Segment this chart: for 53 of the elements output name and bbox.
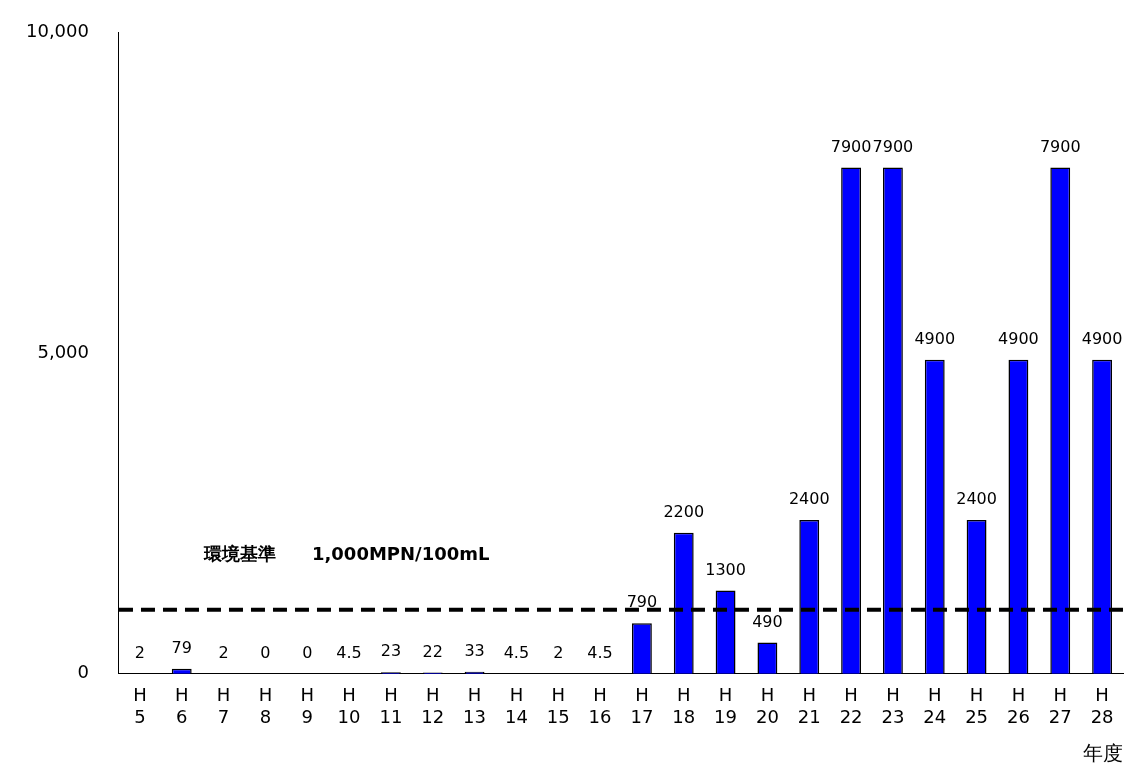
data-label: 4900: [1081, 328, 1123, 348]
data-label: 2200: [663, 501, 705, 521]
x-tick-label: H 9: [300, 684, 315, 727]
x-tick-label: H 19: [714, 684, 738, 727]
x-tick-label: H 28: [1090, 684, 1114, 727]
x-tick-label: H 27: [1048, 684, 1072, 727]
x-tick-label: H 8: [258, 684, 273, 727]
x-tick-label: H 11: [379, 684, 403, 727]
data-label: 7900: [1039, 136, 1081, 156]
x-tick-label: H 6: [174, 684, 189, 727]
data-label: 79: [171, 637, 192, 657]
data-label: 2: [553, 642, 564, 662]
data-label: 4900: [998, 328, 1039, 348]
x-tick-label: H 22: [839, 684, 863, 727]
x-tick-label: H 10: [337, 684, 361, 727]
data-label: 4900: [914, 328, 956, 348]
x-tick-label: H 17: [630, 684, 654, 727]
x-tick-label: H 26: [1006, 684, 1030, 727]
x-tick-label: H 7: [216, 684, 231, 727]
data-label: 790: [626, 592, 658, 612]
x-tick-label: H 24: [923, 684, 947, 727]
y-tick-label: 0: [77, 661, 89, 683]
x-tick-label: H 15: [546, 684, 570, 727]
x-tick-label: H 25: [965, 684, 989, 727]
data-label: 0: [260, 642, 271, 662]
data-label: 2: [134, 642, 145, 662]
data-label: 490: [752, 611, 783, 631]
x-tick-label: H 23: [881, 684, 905, 727]
data-label: 4.5: [587, 642, 613, 662]
data-label: 4.5: [336, 642, 362, 662]
y-tick-label: 10,000: [26, 20, 89, 42]
x-tick-label: H 5: [133, 684, 147, 727]
data-label: 4.5: [503, 642, 530, 662]
data-label: 2400: [956, 489, 997, 509]
x-tick-label: H 21: [797, 684, 821, 727]
x-tick-label: H 18: [672, 684, 696, 727]
data-label: 22: [422, 641, 443, 661]
y-tick-label: 5,000: [37, 340, 89, 362]
x-tick-label: H 16: [588, 684, 612, 727]
data-label: 0: [302, 642, 313, 662]
x-tick-label: H 13: [463, 684, 487, 727]
x-tick-label: H 20: [755, 684, 779, 727]
data-label: 23: [380, 641, 402, 661]
data-label: 1300: [705, 559, 746, 579]
x-tick-label: H 12: [421, 684, 445, 727]
ref-line-label: 環境基準 1,000MPN/100mL: [202, 543, 490, 565]
x-tick-label: H 14: [504, 684, 528, 727]
data-label: 33: [464, 640, 485, 660]
data-label: 7900: [830, 136, 872, 156]
data-label: 7900: [872, 136, 914, 156]
data-label: 2400: [788, 489, 830, 509]
data-label: 2: [218, 642, 229, 662]
x-axis-title: 年度: [1083, 741, 1123, 766]
